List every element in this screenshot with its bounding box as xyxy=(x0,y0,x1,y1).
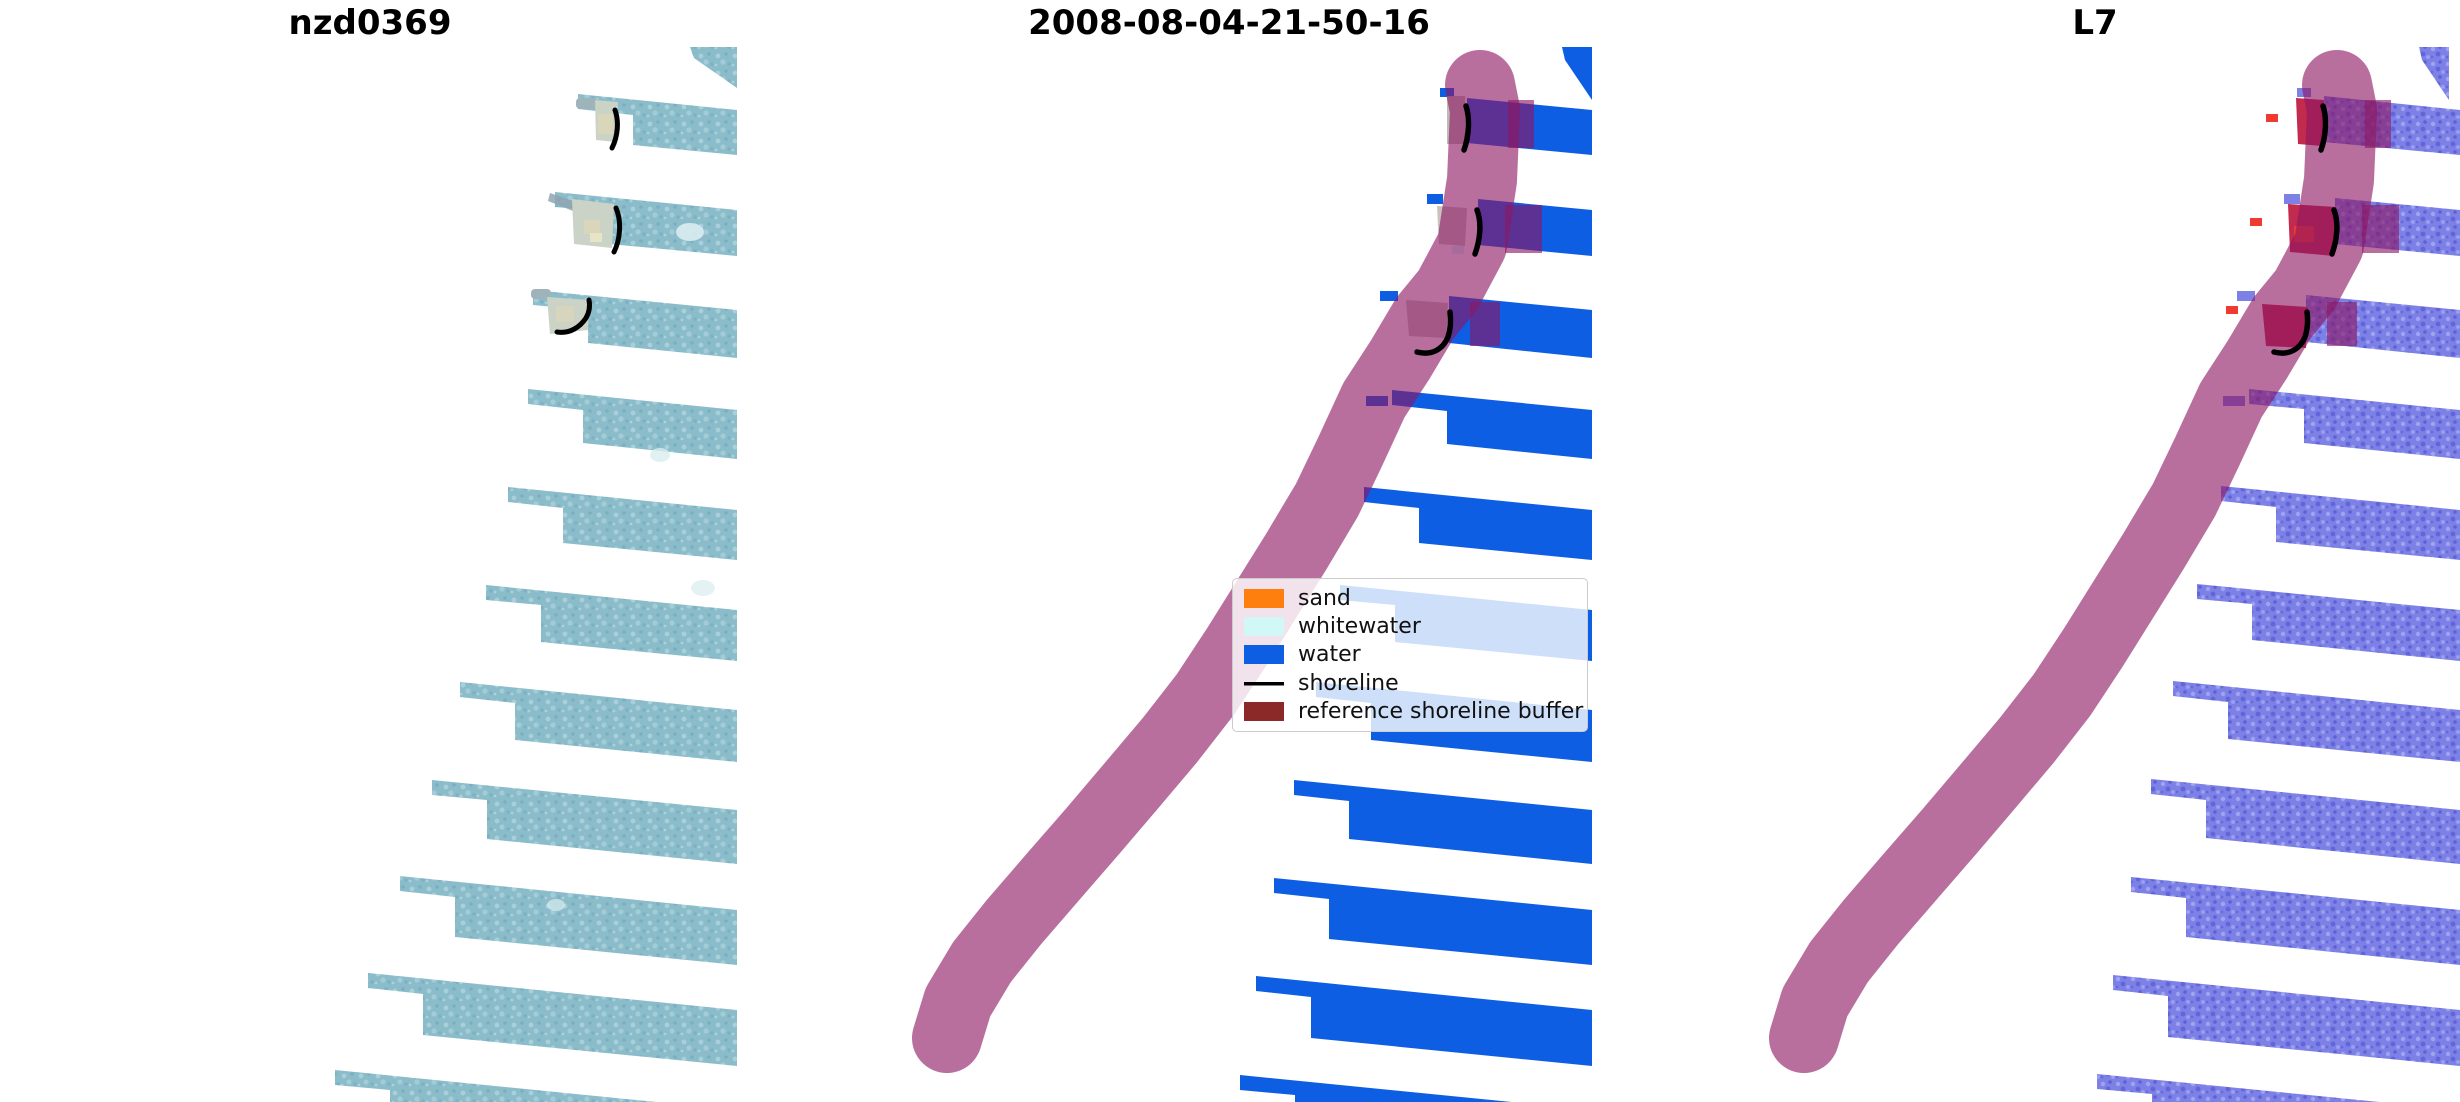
reference-shoreline-buffer-band xyxy=(912,50,1520,1073)
legend-box: sand whitewater water shoreline referenc… xyxy=(1232,578,1588,732)
legend-item-reference-buffer: reference shoreline buffer xyxy=(1244,699,1587,725)
legend-label: shoreline xyxy=(1298,670,1399,696)
shoreline-panel2 xyxy=(1414,103,1483,356)
legend-label: sand xyxy=(1298,585,1351,611)
legend-item-sand: sand xyxy=(1244,585,1587,611)
legend-label: water xyxy=(1298,642,1361,668)
legend-item-whitewater: whitewater xyxy=(1244,614,1587,640)
panel-title-date: 2008-08-04-21-50-16 xyxy=(1028,3,1430,43)
sand-swatch-icon xyxy=(1244,588,1284,608)
panel-title-site: nzd0369 xyxy=(288,3,452,43)
reference-shoreline-buffer-band-l7 xyxy=(1769,50,2377,1073)
panel-image-nzd0369 xyxy=(335,47,737,1102)
legend-item-shoreline: shoreline xyxy=(1244,670,1587,696)
panel-image-classified xyxy=(912,47,1592,1102)
panel-image-l7 xyxy=(1769,47,2460,1102)
shoreline-panel3 xyxy=(2271,103,2340,356)
legend-label: reference shoreline buffer xyxy=(1298,699,1584,725)
shoreline-panel1 xyxy=(554,107,623,335)
water-swatch-icon xyxy=(1244,645,1284,665)
reference-buffer-swatch-icon xyxy=(1244,702,1284,722)
shoreline-line-icon xyxy=(1244,681,1284,686)
legend-label: whitewater xyxy=(1298,614,1421,640)
legend-item-water: water xyxy=(1244,642,1587,668)
whitewater-swatch-icon xyxy=(1244,617,1284,637)
panel-title-satellite: L7 xyxy=(2072,3,2118,43)
